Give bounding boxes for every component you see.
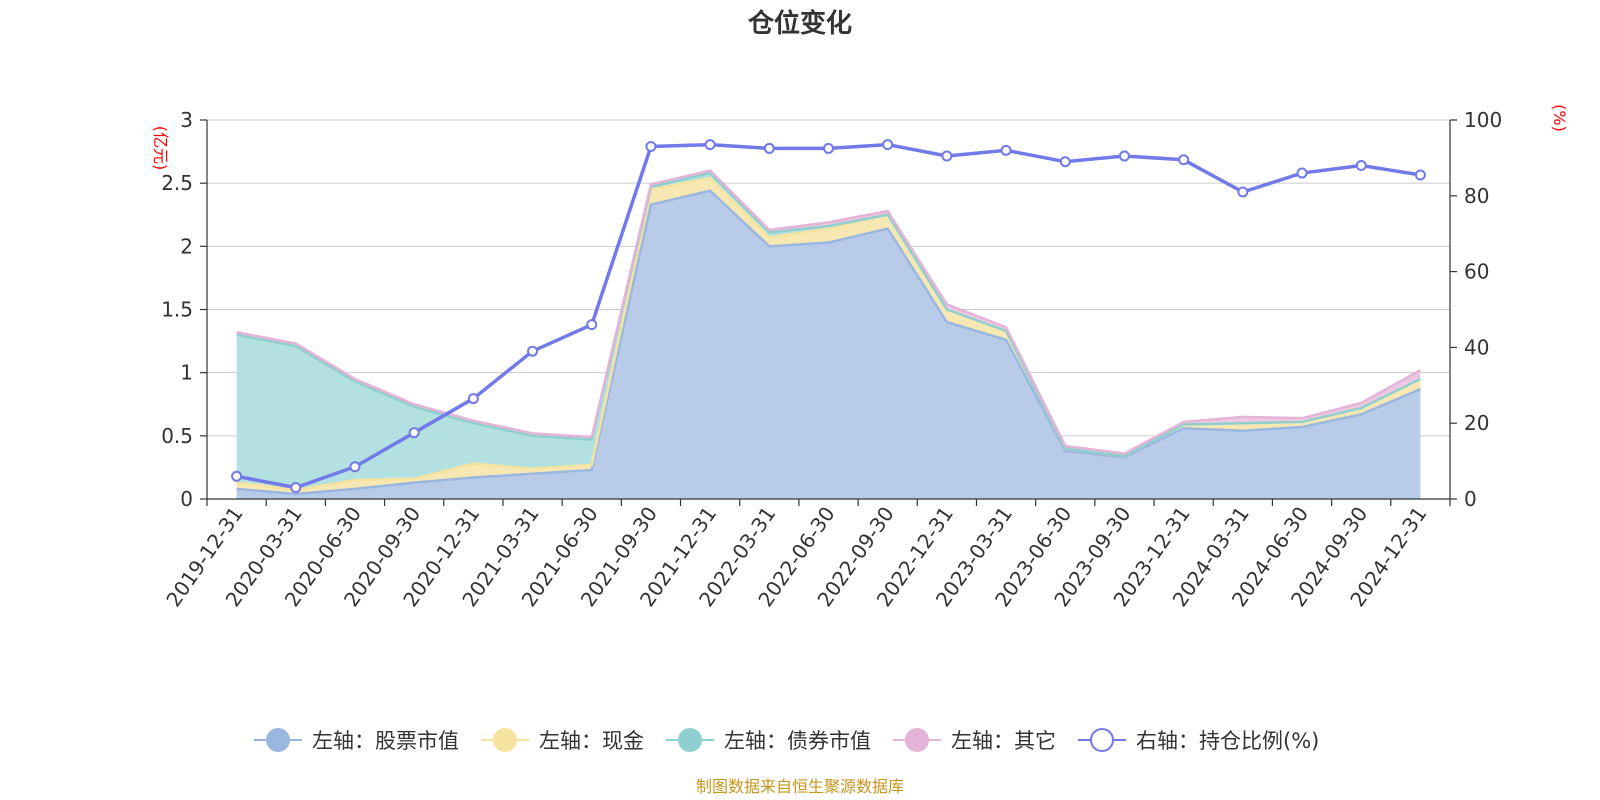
- legend-marker-icon: [266, 728, 290, 752]
- ratio-point: [941, 150, 953, 162]
- ratio-point: [823, 142, 834, 154]
- left-tick-label: 0: [180, 487, 193, 511]
- right-tick-label: 80: [1464, 184, 1489, 208]
- ratio-point: [586, 319, 598, 331]
- ratio-point: [349, 461, 361, 473]
- left-axis-unit: (亿元): [151, 126, 170, 171]
- ratio-point: [1414, 169, 1426, 181]
- area-edge-0: [236, 189, 1421, 496]
- ratio-point: [1118, 150, 1130, 162]
- ratio-point: [1237, 186, 1249, 198]
- legend-label: 左轴：其它: [951, 729, 1056, 753]
- data-source-note: 制图数据来自恒生聚源数据库: [696, 777, 904, 796]
- left-tick-label: 3: [180, 108, 193, 132]
- left-tick-label: 0.5: [161, 424, 193, 448]
- right-tick-label: 40: [1464, 335, 1489, 359]
- legend-marker-icon: [493, 728, 517, 752]
- ratio-point: [1178, 154, 1190, 166]
- right-axis-unit: (%): [1550, 104, 1569, 132]
- ratio-point: [290, 482, 302, 494]
- area-0: [236, 190, 1421, 499]
- legend: 左轴：股票市值 左轴：现金 左轴：债券市值 左轴：其它 右轴：持仓比例(%): [254, 728, 1319, 753]
- ratio-point: [467, 393, 479, 405]
- legend-label: 左轴：股票市值: [312, 729, 459, 753]
- legend-label: 左轴：现金: [539, 729, 644, 753]
- ratio-point: [1059, 156, 1071, 168]
- right-tick-label: 100: [1464, 108, 1502, 132]
- legend-marker-icon: [678, 728, 702, 752]
- area-2: [236, 173, 1421, 491]
- ratio-point: [408, 427, 420, 439]
- ratio-point: [763, 142, 775, 154]
- area-edge-3: [236, 169, 1422, 455]
- left-tick-label: 1.5: [161, 298, 193, 322]
- ratio-point: [645, 141, 657, 153]
- ratio-point: [704, 139, 716, 151]
- legend-marker-icon: [1090, 728, 1114, 752]
- position-ratio-line: [231, 139, 1426, 494]
- ratio-point: [1296, 167, 1308, 179]
- ratio-point: [882, 139, 894, 151]
- left-tick-label: 2: [180, 234, 193, 258]
- area-edge-2: [236, 171, 1421, 458]
- legend-label: 左轴：债券市值: [724, 729, 871, 753]
- ratio-point: [231, 470, 243, 482]
- ratio-point: [1000, 144, 1012, 156]
- legend-marker-icon: [905, 728, 929, 752]
- legend-label: 右轴：持仓比例(%): [1136, 729, 1319, 753]
- chart-title: 仓位变化: [747, 8, 852, 39]
- left-tick-label: 2.5: [161, 171, 193, 195]
- ratio-point: [1355, 159, 1367, 171]
- right-tick-label: 20: [1464, 411, 1489, 435]
- right-tick-label: 0: [1464, 487, 1477, 511]
- left-tick-label: 1: [180, 361, 193, 385]
- ratio-point: [527, 345, 539, 357]
- right-tick-label: 60: [1464, 260, 1489, 284]
- stacked-areas: [236, 169, 1422, 499]
